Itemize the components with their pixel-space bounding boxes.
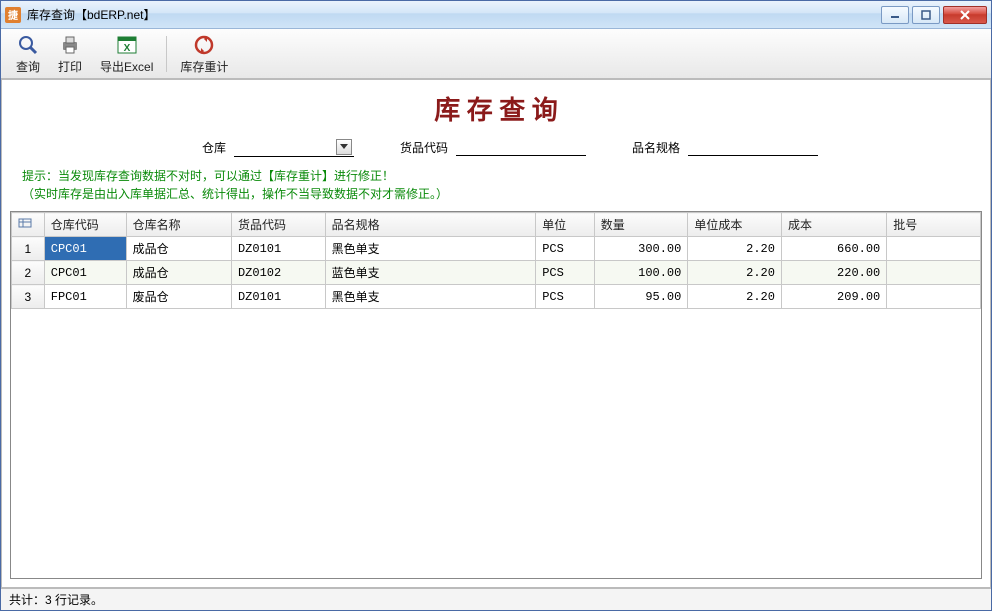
excel-icon: X (115, 33, 139, 57)
status-text: 共计：3 行记录。 (9, 591, 103, 608)
cell-whcode[interactable]: CPC01 (44, 237, 126, 261)
col-ucost[interactable]: 单位成本 (688, 213, 782, 237)
maximize-button[interactable] (912, 6, 940, 24)
cell-qty[interactable]: 100.00 (594, 261, 688, 285)
cell-batch[interactable] (887, 237, 981, 261)
data-grid[interactable]: 仓库代码 仓库名称 货品代码 品名规格 单位 数量 单位成本 成本 批号 1CP… (10, 211, 982, 579)
print-button[interactable]: 打印 (49, 30, 91, 78)
cell-cost[interactable]: 660.00 (781, 237, 886, 261)
col-whname[interactable]: 仓库名称 (126, 213, 231, 237)
cell-qty[interactable]: 300.00 (594, 237, 688, 261)
cell-batch[interactable] (887, 285, 981, 309)
app-icon: 捷 (5, 7, 21, 23)
titlebar[interactable]: 捷 库存查询【bdERP.net】 (1, 1, 991, 29)
hint-line2: （实时库存是由出入库单据汇总、统计得出，操作不当导致数据不对才需修正。） (22, 185, 980, 203)
warehouse-combo[interactable] (234, 137, 354, 157)
col-batch[interactable]: 批号 (887, 213, 981, 237)
recalc-button[interactable]: 库存重计 (171, 30, 237, 78)
cell-whname[interactable]: 废品仓 (126, 285, 231, 309)
cell-batch[interactable] (887, 261, 981, 285)
cell-pcode[interactable]: DZ0101 (231, 285, 325, 309)
chevron-down-icon[interactable] (336, 139, 352, 155)
printer-icon (58, 33, 82, 57)
page-title: 库 存 查 询 (2, 80, 990, 135)
cell-pcode[interactable]: DZ0102 (231, 261, 325, 285)
refresh-icon (192, 33, 216, 57)
cell-unit[interactable]: PCS (536, 261, 595, 285)
cell-cost[interactable]: 209.00 (781, 285, 886, 309)
statusbar: 共计：3 行记录。 (1, 588, 991, 610)
window-controls (881, 6, 987, 24)
cell-qty[interactable]: 95.00 (594, 285, 688, 309)
row-number: 3 (12, 285, 45, 309)
svg-text:X: X (123, 43, 130, 54)
window-title: 库存查询【bdERP.net】 (27, 6, 881, 23)
cell-whcode[interactable]: CPC01 (44, 261, 126, 285)
search-icon (16, 33, 40, 57)
table-row[interactable]: 2CPC01成品仓DZ0102蓝色单支PCS100.002.20220.00 (12, 261, 981, 285)
cell-ucost[interactable]: 2.20 (688, 261, 782, 285)
cell-whcode[interactable]: FPC01 (44, 285, 126, 309)
cell-spec[interactable]: 蓝色单支 (325, 261, 536, 285)
cell-cost[interactable]: 220.00 (781, 261, 886, 285)
filter-row: 仓库 货品代码 品名规格 (2, 135, 990, 163)
product-code-input[interactable] (456, 138, 586, 156)
table-row[interactable]: 1CPC01成品仓DZ0101黑色单支PCS300.002.20660.00 (12, 237, 981, 261)
cell-ucost[interactable]: 2.20 (688, 237, 782, 261)
cell-whname[interactable]: 成品仓 (126, 261, 231, 285)
export-excel-button[interactable]: X 导出Excel (91, 30, 162, 78)
toolbar: 查询 打印 X 导出Excel 库存重计 (1, 29, 991, 79)
cell-pcode[interactable]: DZ0101 (231, 237, 325, 261)
query-button[interactable]: 查询 (7, 30, 49, 78)
minimize-button[interactable] (881, 6, 909, 24)
spec-input[interactable] (688, 138, 818, 156)
spec-label: 品名规格 (632, 139, 680, 156)
query-label: 查询 (16, 58, 40, 75)
cell-unit[interactable]: PCS (536, 285, 595, 309)
warehouse-label: 仓库 (202, 139, 226, 156)
col-cost[interactable]: 成本 (781, 213, 886, 237)
cell-spec[interactable]: 黑色单支 (325, 285, 536, 309)
row-number: 2 (12, 261, 45, 285)
cell-unit[interactable]: PCS (536, 237, 595, 261)
col-whcode[interactable]: 仓库代码 (44, 213, 126, 237)
row-number: 1 (12, 237, 45, 261)
cell-ucost[interactable]: 2.20 (688, 285, 782, 309)
print-label: 打印 (58, 58, 82, 75)
close-button[interactable] (943, 6, 987, 24)
recalc-label: 库存重计 (180, 58, 228, 75)
export-label: 导出Excel (100, 58, 153, 75)
product-code-label: 货品代码 (400, 139, 448, 156)
app-window: 捷 库存查询【bdERP.net】 查询 打印 (0, 0, 992, 611)
col-pcode[interactable]: 货品代码 (231, 213, 325, 237)
col-qty[interactable]: 数量 (594, 213, 688, 237)
hint-line1: 提示：当发现库存查询数据不对时，可以通过【库存重计】进行修正！ (22, 167, 980, 185)
col-spec[interactable]: 品名规格 (325, 213, 536, 237)
hint-text: 提示：当发现库存查询数据不对时，可以通过【库存重计】进行修正！ （实时库存是由出… (2, 163, 990, 205)
content-area: 库 存 查 询 仓库 货品代码 品名规格 提示：当发现库存查询数据不对时，可以通… (1, 79, 991, 588)
toolbar-separator (166, 36, 167, 72)
col-unit[interactable]: 单位 (536, 213, 595, 237)
header-row: 仓库代码 仓库名称 货品代码 品名规格 单位 数量 单位成本 成本 批号 (12, 213, 981, 237)
corner-cell[interactable] (12, 213, 45, 237)
cell-whname[interactable]: 成品仓 (126, 237, 231, 261)
table-row[interactable]: 3FPC01废品仓DZ0101黑色单支PCS95.002.20209.00 (12, 285, 981, 309)
cell-spec[interactable]: 黑色单支 (325, 237, 536, 261)
